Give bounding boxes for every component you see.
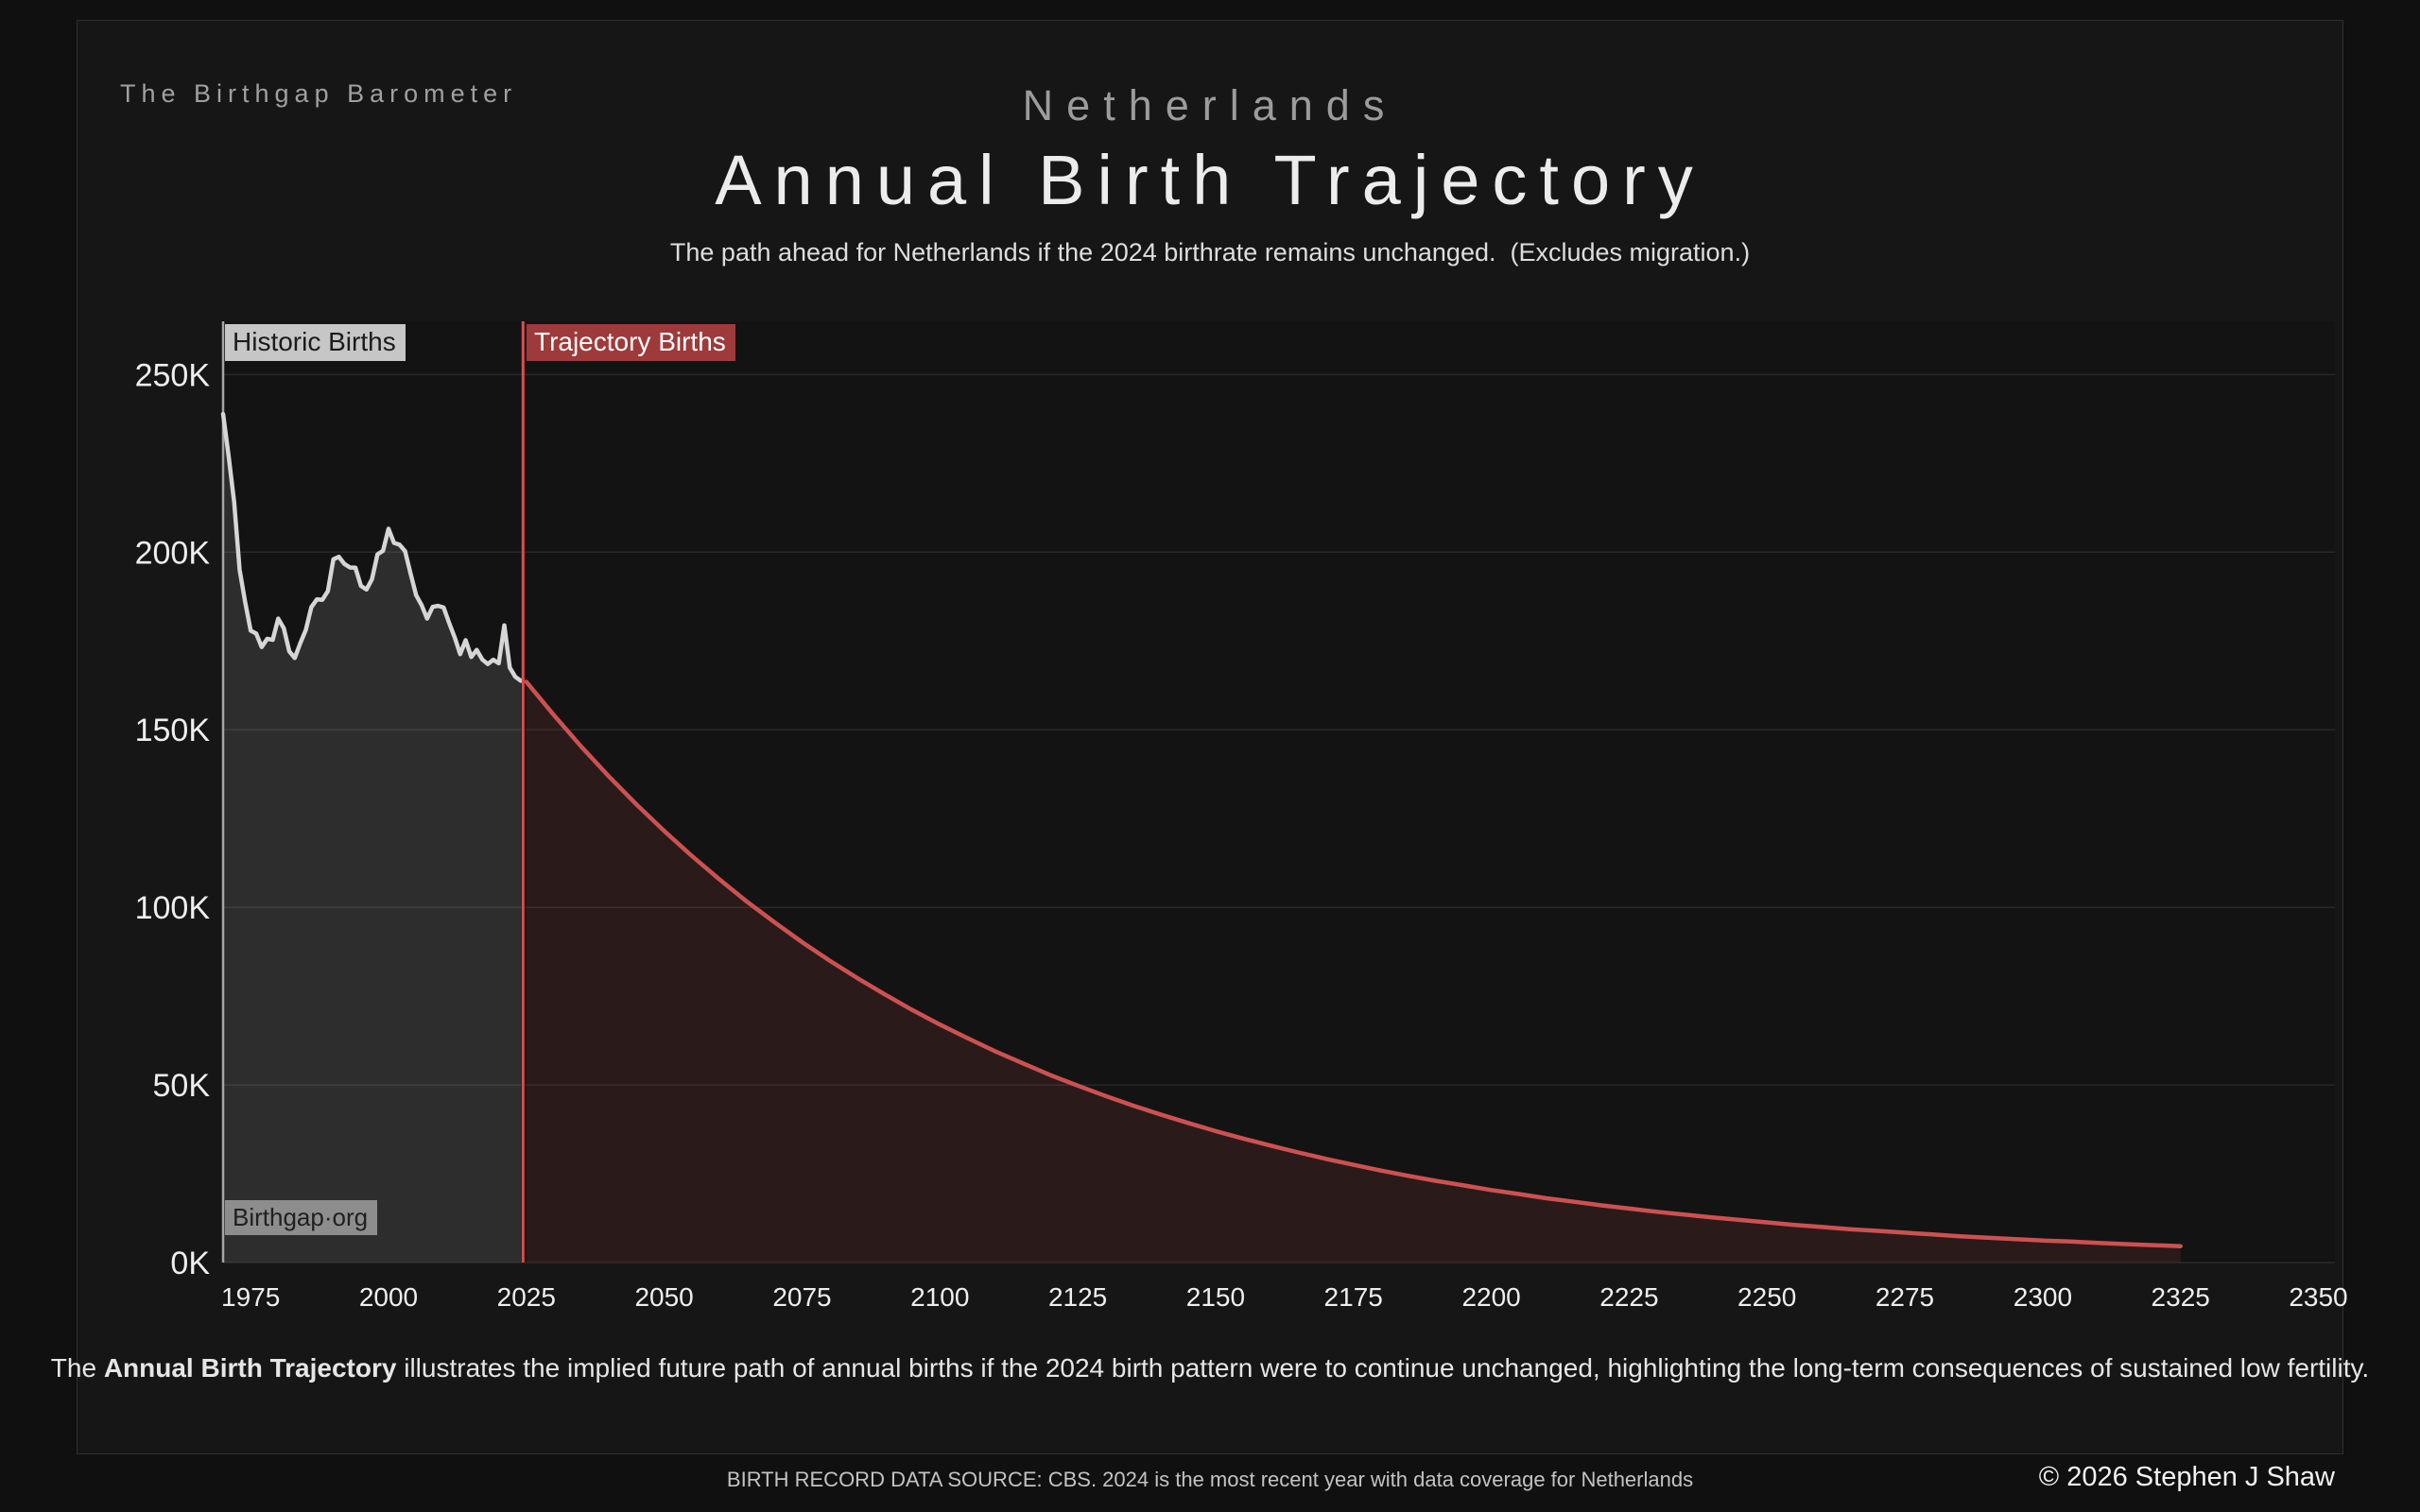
birthgap-watermark: Birthgap·org [225,1200,378,1235]
x-axis-tick-label: 2200 [1461,1282,1520,1312]
x-axis-tick-label: 2025 [497,1282,556,1312]
x-axis-tick-label: 2175 [1324,1282,1383,1312]
x-axis-tick-label: 2050 [634,1282,693,1312]
y-axis-tick-label: 250K [135,357,211,393]
x-axis-tick-label: 2100 [910,1282,969,1312]
y-axis-tick-label: 200K [135,535,211,571]
trajectory-area-fill [526,681,2181,1263]
x-axis-tick-label: 2125 [1048,1282,1107,1312]
x-axis-tick-label: 2150 [1186,1282,1245,1312]
x-axis-tick-label: 1975 [221,1282,280,1312]
page-title: Annual Birth Trajectory [715,141,1705,219]
trajectory-births-label: Trajectory Births [527,324,735,361]
y-axis-tick-label: 100K [135,890,211,926]
brand-title: The Birthgap Barometer [120,79,518,108]
x-axis-tick-label: 2275 [1876,1282,1934,1312]
x-axis-tick-label: 2225 [1599,1282,1658,1312]
x-axis-tick-label: 2075 [772,1282,831,1312]
x-axis-tick-label: 2350 [2289,1282,2347,1312]
chart-caption: The Annual Birth Trajectory illustrates … [0,1353,2420,1383]
copyright-notice: © 2026 Stephen J Shaw [2038,1462,2335,1492]
y-axis-tick-label: 150K [135,713,211,748]
historic-line [220,411,524,683]
y-axis-tick-label: 0K [170,1246,210,1281]
historic-area-fill [223,414,521,1263]
x-axis-tick-label: 2000 [359,1282,418,1312]
trajectory-line [524,679,2183,1248]
page-subtitle: The path ahead for Netherlands if the 20… [669,238,1751,266]
historic-births-label: Historic Births [225,324,406,361]
x-axis-tick-label: 2250 [1737,1282,1796,1312]
x-axis-tick-label: 2300 [2014,1282,2072,1312]
data-source-note: BIRTH RECORD DATA SOURCE: CBS. 2024 is t… [726,1468,1694,1491]
x-axis-tick-label: 2325 [2152,1282,2210,1312]
caption-rest: illustrates the implied future path of a… [396,1353,2370,1383]
caption-bold-term: Annual Birth Trajectory [103,1353,397,1383]
y-axis-tick-label: 50K [153,1068,211,1104]
country-label: Netherlands [1022,81,1398,129]
caption-prefix: The [50,1353,104,1383]
